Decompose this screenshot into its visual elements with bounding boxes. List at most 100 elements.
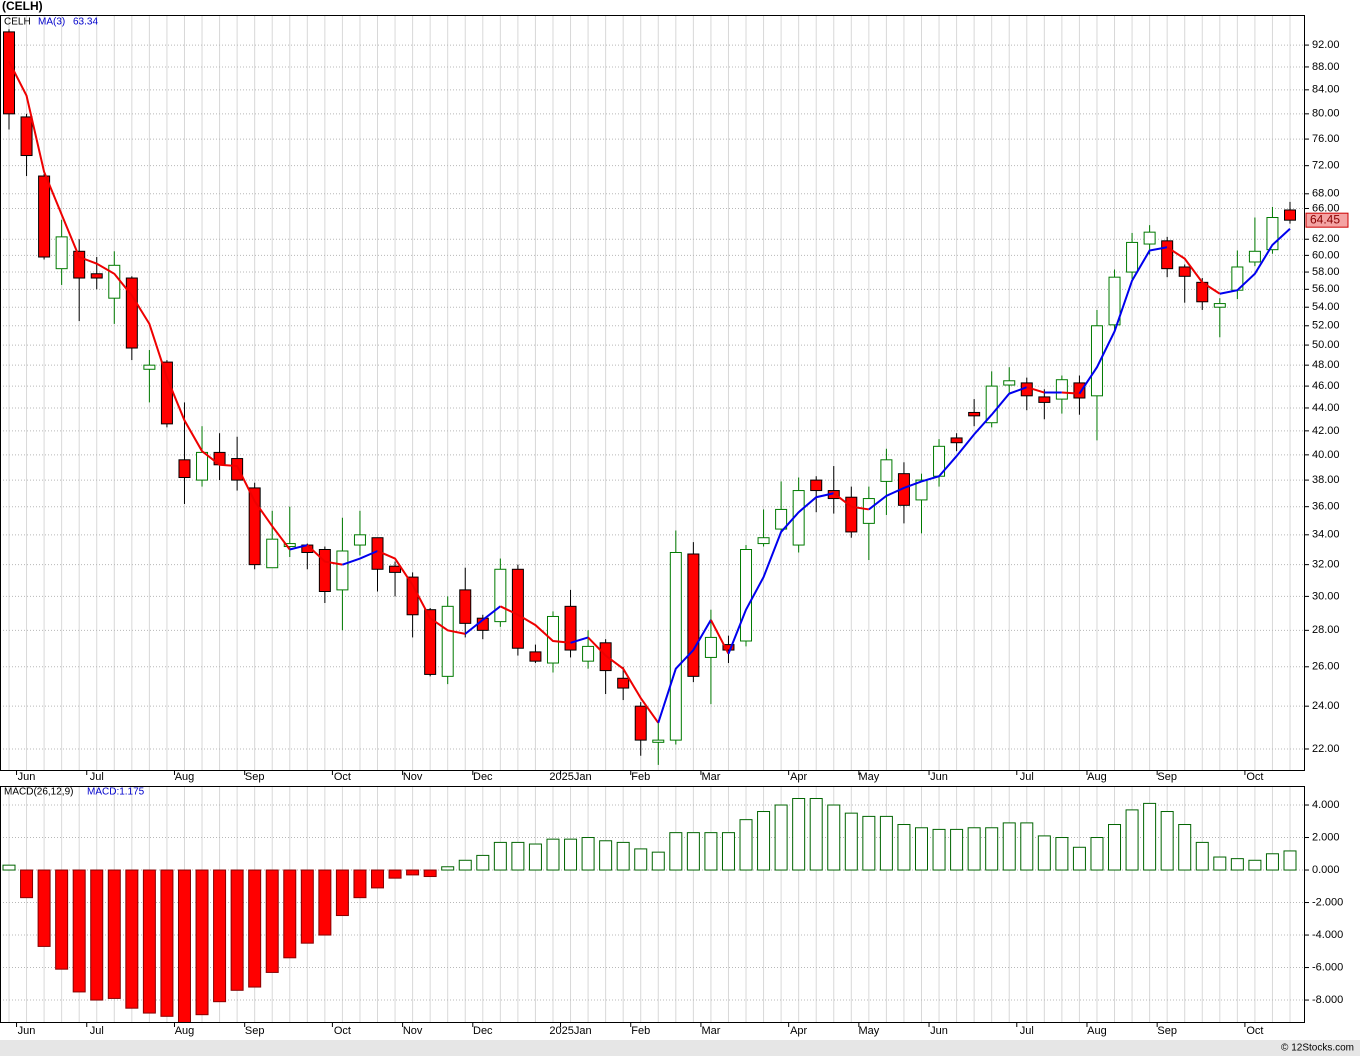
- candle-body: [55, 236, 68, 270]
- y-tick-label: -4.000: [1312, 929, 1343, 941]
- legend-symbol: CELH: [4, 17, 31, 28]
- y-tick-label: 56.00: [1312, 283, 1340, 295]
- y-tick-label: 24.00: [1312, 700, 1340, 712]
- price-panel: [0, 15, 1304, 770]
- x-tick-label: Oct: [1246, 771, 1263, 783]
- ma-line: [342, 550, 378, 566]
- macd-bar: [616, 841, 630, 871]
- ma-line: [1219, 227, 1291, 295]
- macd-bar: [213, 869, 227, 1003]
- candle-body: [757, 537, 770, 545]
- x-tick-label: Nov: [403, 771, 423, 783]
- y-tick-label: 4.000: [1312, 799, 1340, 811]
- x-tick-label: Feb: [631, 1025, 650, 1037]
- y-tick-label: 30.00: [1312, 590, 1340, 602]
- x-tick-label: Jun: [930, 771, 948, 783]
- candle-body: [231, 458, 244, 481]
- candle-body: [160, 361, 173, 425]
- macd-bar: [283, 869, 297, 959]
- candle-body: [1161, 240, 1174, 270]
- macd-bar: [686, 832, 700, 871]
- y-tick-label: 2.000: [1312, 831, 1340, 843]
- macd-bar: [862, 815, 876, 871]
- candle-body: [1038, 396, 1051, 403]
- y-tick-label: 80.00: [1312, 108, 1340, 120]
- candle-body: [125, 277, 138, 349]
- macd-bar: [634, 848, 648, 871]
- macd-bar: [142, 869, 156, 1014]
- x-tick-label: Aug: [1087, 771, 1107, 783]
- y-tick-label: 84.00: [1312, 84, 1340, 96]
- x-tick-label: Mar: [701, 1025, 720, 1037]
- footer: © 12Stocks.com: [1281, 1043, 1354, 1054]
- macd-bar: [774, 804, 788, 871]
- ma-line: [499, 605, 571, 644]
- y-tick-label: 50.00: [1312, 339, 1340, 351]
- macd-bar: [1265, 853, 1279, 871]
- candle-body: [353, 534, 366, 546]
- x-tick-label: Oct: [1246, 1025, 1263, 1037]
- candle-body: [915, 479, 928, 501]
- y-tick-label: 44.00: [1312, 402, 1340, 414]
- macd-bar: [1178, 824, 1192, 871]
- candle-body: [143, 364, 156, 370]
- y-tick-label: 42.00: [1312, 425, 1340, 437]
- candle-body: [880, 459, 893, 482]
- macd-bar: [932, 828, 946, 871]
- y-tick-label: 26.00: [1312, 661, 1340, 673]
- candle-body: [985, 385, 998, 424]
- candle-body: [424, 609, 437, 675]
- candle-body: [529, 651, 542, 662]
- candle-body: [108, 264, 121, 299]
- x-tick-label: Jul: [90, 771, 104, 783]
- x-tick-label: 2025Jan: [549, 771, 591, 783]
- macd-bar: [1160, 811, 1174, 871]
- y-tick-label: 22.00: [1312, 743, 1340, 755]
- macd-bar: [651, 851, 665, 871]
- candle-body: [740, 549, 753, 642]
- macd-bar: [1213, 856, 1227, 871]
- macd-legend: MACD:1.175: [87, 787, 145, 798]
- candle-body: [669, 551, 682, 741]
- macd-bar: [476, 854, 490, 871]
- candle-body: [862, 498, 875, 524]
- macd-bar: [950, 828, 964, 871]
- candle-body: [704, 636, 717, 658]
- macd-bar: [1108, 824, 1122, 871]
- y-tick-label: 76.00: [1312, 133, 1340, 145]
- macd-bar: [1055, 837, 1069, 871]
- ma-line: [1078, 246, 1168, 395]
- candle-body: [1073, 382, 1086, 399]
- x-tick-label: Aug: [175, 771, 195, 783]
- y-tick-label: 52.00: [1312, 320, 1340, 332]
- x-tick-label: Aug: [175, 1025, 195, 1037]
- candle-body: [1266, 217, 1279, 251]
- macd-bar: [493, 841, 507, 871]
- macd-bar: [195, 869, 209, 1016]
- macd-bar: [90, 869, 104, 1001]
- y-tick-label: 48.00: [1312, 359, 1340, 371]
- macd-bar: [107, 869, 121, 999]
- overlay: 92.00 88.00 84.00 80.00 76.00 72.00 68.00 66.00…: [16, 39, 1349, 1037]
- x-tick-label: Apr: [790, 1025, 807, 1037]
- macd-bar: [20, 869, 34, 899]
- candle-body: [722, 644, 735, 651]
- candle-body: [810, 479, 823, 492]
- macd-bar: [125, 869, 139, 1009]
- macd-bar: [230, 869, 244, 991]
- macd-bar: [1090, 837, 1104, 871]
- macd-bar: [914, 827, 928, 871]
- macd-bar: [300, 869, 314, 944]
- macd-bar: [844, 812, 858, 871]
- macd-bar: [1002, 822, 1016, 871]
- candle-body: [459, 589, 472, 624]
- candle-body: [950, 437, 963, 444]
- x-tick-label: Jun: [18, 771, 36, 783]
- candle-body: [196, 451, 209, 481]
- y-tick-label: -2.000: [1312, 896, 1343, 908]
- y-tick-label: 38.00: [1312, 474, 1340, 486]
- candle-body: [582, 645, 595, 662]
- x-tick-label: Jul: [90, 1025, 104, 1037]
- macd-bar: [265, 869, 279, 973]
